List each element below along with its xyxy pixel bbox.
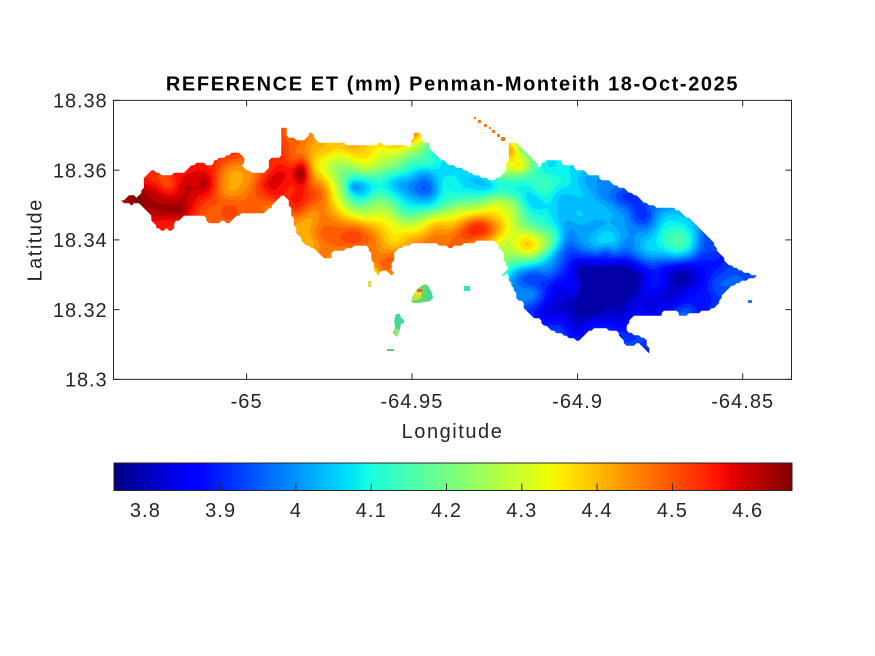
svg-text:3.8: 3.8 <box>130 500 161 522</box>
svg-text:18.34: 18.34 <box>53 230 108 252</box>
svg-text:-64.85: -64.85 <box>711 391 774 413</box>
svg-text:18.32: 18.32 <box>53 300 108 322</box>
svg-text:4.3: 4.3 <box>506 500 537 522</box>
svg-text:4.6: 4.6 <box>732 500 763 522</box>
svg-text:4.1: 4.1 <box>356 500 387 522</box>
svg-text:4.2: 4.2 <box>431 500 462 522</box>
svg-text:Latitude: Latitude <box>24 198 46 281</box>
svg-text:18.3: 18.3 <box>65 370 108 392</box>
svg-text:REFERENCE ET (mm) Penman-Monte: REFERENCE ET (mm) Penman-Monteith 18-Oct… <box>166 73 739 95</box>
svg-text:4.4: 4.4 <box>582 500 613 522</box>
svg-text:-64.9: -64.9 <box>552 391 603 413</box>
svg-text:18.38: 18.38 <box>53 91 108 113</box>
svg-text:-65: -65 <box>231 391 263 413</box>
svg-text:3.9: 3.9 <box>205 500 236 522</box>
svg-text:4: 4 <box>290 500 302 522</box>
svg-text:-64.95: -64.95 <box>380 391 443 413</box>
svg-text:4.5: 4.5 <box>657 500 688 522</box>
svg-text:Longitude: Longitude <box>402 421 504 443</box>
svg-text:18.36: 18.36 <box>53 160 108 182</box>
